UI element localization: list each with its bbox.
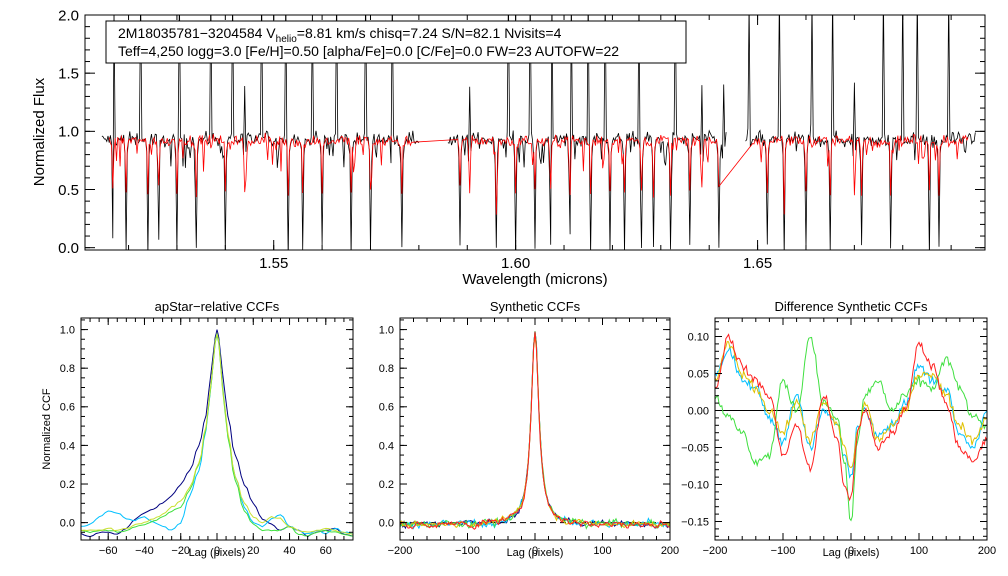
legend-line-1-prefix: 2M18035781−3204584 V [118,25,276,41]
y-tick-label: −0.15 [681,516,709,528]
legend-line-1-suffix: =8.81 km/s chisq=7.24 S/N=82.1 Nvisits=4 [297,25,562,41]
ccf-series-visit1 [715,345,987,479]
legend-box [105,20,687,64]
x-tick-label: 1.55 [259,255,288,272]
spectrum-panel: 1.55 1.60 1.65 0.0 0.5 1.0 1.5 2.0 Wavelength (… [31,7,986,288]
synthetic-ccf-xlabel: Lag (pixels) [507,547,564,559]
synthetic-ccf-title: Synthetic CCFs [490,299,581,314]
y-tick-label: 0.5 [58,182,79,199]
y-tick-label: 0.0 [58,240,79,257]
y-tick-label: 0.4 [60,440,75,452]
legend-line-1: 2M18035781−3204584 Vhelio=8.81 km/s chis… [118,25,562,45]
spectrum-legend: 2M18035781−3204584 Vhelio=8.81 km/s chis… [105,20,687,64]
ccf-series-visit2 [400,331,670,530]
x-tick-label: 20 [247,545,259,557]
difference-ccf-lines [715,333,987,522]
x-tick-label: 60 [320,545,332,557]
y-tick-label: −0.10 [681,479,709,491]
x-tick-label: 200 [661,545,679,557]
x-tick-label: −200 [388,545,413,557]
y-tick-label: 1.0 [58,124,79,141]
apstar-ccf-ticks: −60 −40 −20 0 20 40 60 0.0 0.2 0.4 0.6 0.8 1.0 [60,318,354,557]
apstar-ccf-panel: apStar−relative CCFs −60 −40 −20 0 20 40 60 0.0… [41,299,354,559]
y-tick-label: 1.0 [379,324,394,336]
y-tick-label: 0.00 [688,405,709,417]
y-tick-label: 2.0 [58,7,79,24]
ccf-series-visit4 [400,331,670,530]
x-tick-label: 100 [593,545,611,557]
ccf-series-visit2 [715,336,987,522]
synthetic-ccf-ticks: −200 −100 0 100 200 0.0 0.2 0.4 0.6 0.8 1.0 [379,318,679,557]
x-tick-label: 0 [532,545,538,557]
x-tick-label: −40 [135,545,154,557]
ccf-series-visit3 [81,332,353,535]
y-tick-label: 0.05 [688,368,709,380]
synthetic-ccf-axes-frame [399,317,671,541]
difference-ccf-axes-frame [714,317,988,541]
y-tick-label: 0.6 [60,402,75,414]
y-tick-label: 0.8 [60,363,75,375]
x-tick-label: 1.65 [743,255,772,272]
difference-ccf-title: Difference Synthetic CCFs [775,299,928,314]
spectrum-ticks: 1.55 1.60 1.65 0.0 0.5 1.0 1.5 2.0 [58,7,985,272]
y-tick-label: −0.05 [681,442,709,454]
apstar-ccf-axes-frame [80,317,354,541]
y-tick-label: 0.2 [379,479,394,491]
x-tick-label: 1.60 [501,255,530,272]
y-tick-label: 0.8 [379,363,394,375]
apstar-ccf-ylabel: Normalized CCF [41,388,53,470]
difference-ccf-ticks: −200 −100 0 100 200 −0.15 −0.10 −0.05 0.00 0.05 0.… [681,318,996,557]
x-tick-label: −20 [171,545,190,557]
ccf-series-combined [400,331,670,530]
apstar-ccf-lines [81,329,353,538]
spectrum-series-model [108,132,969,215]
y-tick-label: 1.5 [58,65,79,82]
apstar-ccf-xlabel: Lag (pixels) [189,547,246,559]
legend-line-1-subscript: helio [276,34,298,45]
x-tick-label: −200 [703,545,728,557]
synthetic-ccf-panel: Synthetic CCFs −200 −100 0 100 200 0.0 0.2 0.4 0… [379,299,679,559]
x-tick-label: 40 [283,545,295,557]
ccf-series-visit1 [81,333,353,535]
ccf-series-visit3 [715,341,987,469]
difference-ccf-panel: Difference Synthetic CCFs −200 −100 0 100 20… [681,299,996,559]
ccf-series-visit1 [400,331,670,530]
difference-ccf-xlabel: Lag (pixels) [823,547,880,559]
synthetic-ccf-lines [400,331,670,530]
spectrum-xlabel: Wavelength (microns) [462,271,607,288]
apstar-ccf-title: apStar−relative CCFs [155,299,280,314]
y-tick-label: 0.10 [688,331,709,343]
ccf-series-visit4 [715,333,987,502]
x-tick-label: −60 [99,545,118,557]
x-tick-label: −100 [455,545,480,557]
x-tick-label: 0 [214,545,220,557]
x-tick-label: 0 [848,545,854,557]
y-tick-label: 0.2 [60,479,75,491]
y-tick-label: 0.6 [379,402,394,414]
x-tick-label: 100 [910,545,928,557]
ccf-series-visit2 [81,335,353,537]
y-tick-label: 0.0 [60,517,75,529]
ccf-series-combined [81,329,353,538]
spectrum-axes-frame [84,14,986,251]
x-tick-label: −100 [771,545,796,557]
y-tick-label: 1.0 [60,324,75,336]
ccf-series-visit3 [400,335,670,529]
y-tick-label: 0.0 [379,517,394,529]
legend-line-2: Teff=4,250 logg=3.0 [Fe/H]=0.50 [alpha/F… [118,43,619,59]
y-tick-label: 0.4 [379,440,394,452]
x-tick-label: 200 [978,545,996,557]
spectrum-ylabel: Normalized Flux [31,77,48,186]
